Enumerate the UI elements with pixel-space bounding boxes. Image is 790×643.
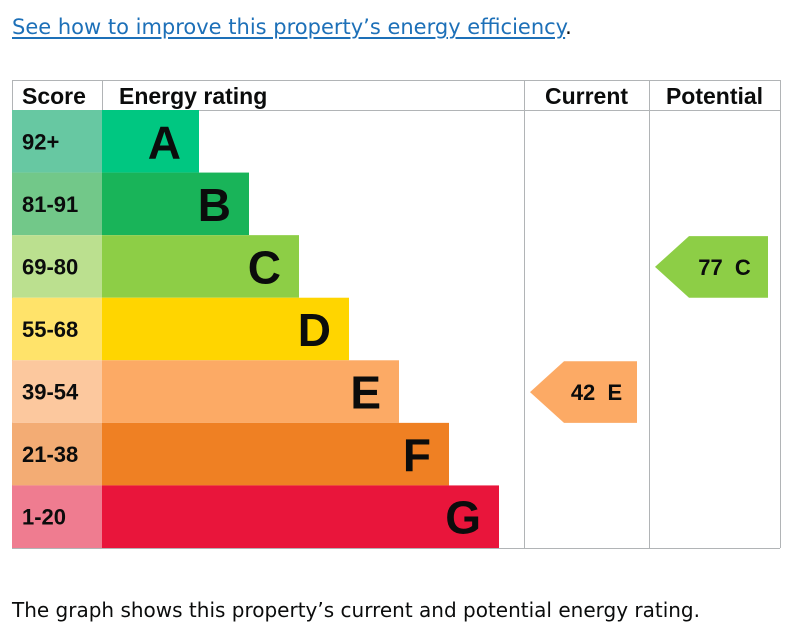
score-range-c: 69-80	[22, 254, 78, 279]
score-range-e: 39-54	[22, 380, 79, 405]
score-cell-c	[12, 235, 102, 298]
score-cell-d	[12, 297, 102, 361]
band-letter-b: B	[198, 179, 231, 231]
score-range-d: 55-68	[22, 317, 78, 342]
band-row-g: 1-20 G	[12, 485, 499, 548]
band-bar-f	[102, 422, 449, 486]
band-letter-g: G	[445, 492, 481, 544]
potential-rating-arrow: 77 C	[655, 236, 768, 298]
rating-bands: 92+ A 81-91 B 69-80 C 55-68 D 39-54 E 21-38 F 1-20 G	[12, 110, 499, 548]
band-letter-a: A	[148, 116, 181, 168]
score-range-g: 1-20	[22, 505, 66, 530]
header-score: Score	[22, 83, 86, 109]
rating-arrows: 42 E 77 C	[530, 236, 768, 423]
band-row-f: 21-38 F	[12, 422, 449, 486]
potential-rating-arrow-shape	[655, 236, 768, 298]
header-current: Current	[545, 83, 628, 109]
improve-link-line: See how to improve this property’s energ…	[12, 12, 572, 42]
band-bar-a	[102, 110, 199, 173]
band-row-c: 69-80 C	[12, 235, 299, 298]
band-letter-e: E	[350, 367, 381, 419]
band-row-b: 81-91 B	[12, 172, 249, 236]
chart-caption: The graph shows this property’s current …	[12, 598, 700, 622]
score-cell-a	[12, 110, 102, 173]
current-rating-arrow-label: 42 E	[571, 380, 622, 405]
current-rating-arrow: 42 E	[530, 361, 637, 423]
band-row-e: 39-54 E	[12, 360, 399, 423]
current-rating-arrow-shape	[530, 361, 637, 423]
score-range-a: 92+	[22, 129, 59, 154]
improve-energy-link[interactable]: See how to improve this property’s energ…	[12, 15, 566, 39]
link-trailing-period: .	[565, 15, 572, 39]
score-range-f: 21-38	[22, 442, 78, 467]
chart-headers: Score Energy rating Current Potential	[22, 83, 763, 109]
band-letter-c: C	[248, 241, 281, 293]
score-range-b: 81-91	[22, 192, 78, 217]
band-bar-g	[102, 485, 499, 548]
band-row-a: 92+ A	[12, 110, 199, 173]
score-cell-e	[12, 360, 102, 423]
band-bar-b	[102, 172, 249, 236]
band-bar-d	[102, 297, 349, 361]
band-row-d: 55-68 D	[12, 297, 349, 361]
band-bar-e	[102, 360, 399, 423]
band-letter-f: F	[403, 429, 431, 481]
potential-rating-arrow-label: 77 C	[698, 255, 751, 280]
band-letter-d: D	[298, 304, 331, 356]
score-cell-g	[12, 485, 102, 548]
band-bar-c	[102, 235, 299, 298]
header-energy-rating: Energy rating	[119, 83, 267, 109]
score-cell-b	[12, 172, 102, 236]
score-cell-f	[12, 422, 102, 486]
header-potential: Potential	[666, 83, 763, 109]
